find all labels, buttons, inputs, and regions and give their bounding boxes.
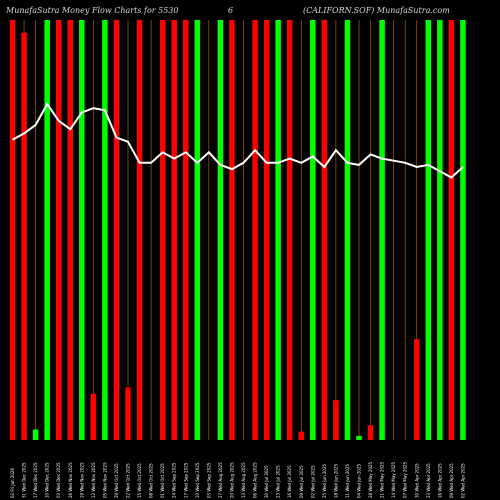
- flow-bar: [102, 20, 108, 440]
- flow-bar: [437, 20, 443, 440]
- bar-series: [9, 20, 466, 440]
- x-tick-label: 17 Wed Sep 2025: [183, 462, 188, 498]
- x-tick-label: 03 Wed Dec 2025: [56, 462, 61, 498]
- x-tick-label: 28 Wed May 2025: [368, 461, 373, 498]
- x-tick-label: 13 Wed Aug 2025: [241, 462, 246, 498]
- flow-bar: [183, 20, 189, 440]
- x-tick-labels: 02 Fri Jan 2026 31 Wed Dec 2025 17 Wed Dec…: [10, 461, 465, 498]
- x-tick-label: 14 Wed May 2025: [391, 461, 396, 498]
- x-tick-label: 30 Wed Apr 2025: [414, 463, 419, 498]
- x-tick-label: 08 Wed Oct 2025: [149, 463, 154, 498]
- flow-bar: [275, 20, 281, 440]
- x-tick-label: 03 Wed Sep 2025: [206, 462, 211, 498]
- flow-bar: [9, 20, 16, 440]
- flow-bar: [379, 20, 385, 440]
- flow-bar: [194, 20, 201, 440]
- flow-bar: [356, 435, 362, 440]
- x-tick-label: 23 Wed Jul 2025: [276, 465, 281, 498]
- flow-bar: [310, 20, 316, 440]
- x-tick-label: 27 Wed Aug 2025: [218, 462, 223, 498]
- flow-bar: [79, 20, 85, 440]
- flow-bar: [171, 20, 177, 440]
- flow-bar: [286, 20, 293, 440]
- x-tick-label: 20 Wed Aug 2025: [229, 462, 234, 498]
- x-tick-label: 18 Wed Jun 2025: [333, 463, 338, 498]
- x-tick-label: 09 Wed Apr 2025: [449, 463, 454, 498]
- flow-bar: [67, 20, 73, 440]
- x-tick-label: 22 Wed Oct 2025: [126, 463, 131, 498]
- flow-bar: [344, 20, 351, 440]
- x-tick-label: 04 Wed Jun 2025: [357, 463, 362, 498]
- x-tick-label: 09 Wed Jul 2025: [299, 465, 304, 498]
- x-tick-label: 06 Wed Aug 2025: [253, 462, 258, 498]
- x-tick-label: 12 Wed Nov 2025: [91, 462, 96, 498]
- flow-bar: [229, 20, 235, 440]
- x-tick-label: 31 Wed Dec 2025: [22, 462, 27, 498]
- flow-bar: [425, 20, 432, 440]
- x-tick-label: 24 Wed Sep 2025: [172, 462, 177, 498]
- x-tick-label: 15 Wed Oct 2025: [137, 463, 142, 498]
- flow-bar: [263, 20, 270, 440]
- flow-bar: [125, 387, 131, 440]
- x-tick-label: 02 Fri Jan 2026: [10, 468, 15, 498]
- x-tick-label: 11 Wed Jun 2025: [345, 463, 350, 498]
- x-tick-label: 17 Wed Dec 2025: [33, 462, 38, 498]
- x-tick-label: 01 Wed Oct 2025: [160, 463, 165, 498]
- flow-bar: [44, 20, 50, 440]
- flow-bar: [460, 20, 466, 440]
- x-tick-label: 30 Wed Jul 2025: [264, 465, 269, 498]
- x-tick-label: 25 Wed Jun 2025: [322, 463, 327, 498]
- x-tick-label: 16 Wed Apr 2025: [437, 463, 442, 498]
- flow-bar: [414, 339, 420, 440]
- x-tick-label: 05 Wed Nov 2025: [102, 462, 107, 498]
- x-tick-label: 10 Wed Dec 2025: [45, 462, 50, 498]
- flow-bar: [113, 20, 120, 440]
- x-tick-label: 26 Wed Nov 2025: [68, 462, 73, 498]
- flow-bar: [21, 32, 27, 440]
- chart-title-left: MunafaSutra Money Flow Charts for 5530: [5, 6, 179, 15]
- flow-bar: [298, 431, 304, 440]
- flow-bar: [90, 393, 97, 440]
- flow-bar: [159, 20, 166, 440]
- flow-bar: [448, 20, 455, 440]
- chart-title-right: (CALIFORN.SOF) MunafaSutra.com: [303, 6, 450, 15]
- x-tick-label: 07 Wed May 2025: [403, 461, 408, 498]
- flow-line: [12, 102, 464, 179]
- x-tick-label: 19 Wed Nov 2025: [79, 462, 84, 498]
- flow-bar: [367, 425, 374, 440]
- flow-bar: [321, 20, 328, 440]
- x-tick-label: 23 Wed Apr 2025: [426, 463, 431, 498]
- flow-bar: [333, 400, 339, 440]
- x-tick-label: 02 Wed Jul 2025: [310, 465, 315, 498]
- flow-bar: [136, 20, 143, 440]
- x-tick-label: 21 Wed May 2025: [380, 461, 385, 498]
- x-tick-label: 10 Wed Sep 2025: [195, 462, 200, 498]
- x-tick-label: 16 Wed Jul 2025: [287, 465, 292, 498]
- flow-bar: [252, 20, 258, 440]
- flow-bar: [32, 429, 39, 440]
- chart-title-mid: 6: [228, 6, 233, 15]
- x-tick-label: 29 Wed Oct 2025: [114, 463, 119, 498]
- flow-bar: [217, 20, 224, 440]
- flow-bar: [55, 20, 62, 440]
- x-tick-label: 02 Wed Apr 2025: [460, 463, 465, 498]
